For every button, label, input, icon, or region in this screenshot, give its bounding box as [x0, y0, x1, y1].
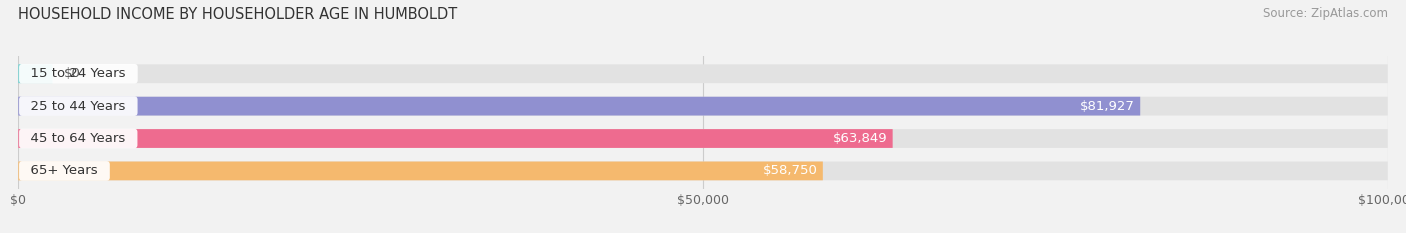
Text: Source: ZipAtlas.com: Source: ZipAtlas.com — [1263, 7, 1388, 20]
FancyBboxPatch shape — [18, 97, 1388, 116]
FancyBboxPatch shape — [18, 97, 1140, 116]
FancyBboxPatch shape — [18, 129, 893, 148]
FancyBboxPatch shape — [18, 64, 52, 83]
Text: HOUSEHOLD INCOME BY HOUSEHOLDER AGE IN HUMBOLDT: HOUSEHOLD INCOME BY HOUSEHOLDER AGE IN H… — [18, 7, 457, 22]
Text: 45 to 64 Years: 45 to 64 Years — [22, 132, 134, 145]
Text: $0: $0 — [63, 67, 80, 80]
Text: 65+ Years: 65+ Years — [22, 164, 107, 177]
FancyBboxPatch shape — [18, 161, 823, 180]
FancyBboxPatch shape — [18, 129, 1388, 148]
Text: 25 to 44 Years: 25 to 44 Years — [22, 100, 134, 113]
Text: $58,750: $58,750 — [762, 164, 817, 177]
Text: $81,927: $81,927 — [1080, 100, 1135, 113]
FancyBboxPatch shape — [18, 64, 1388, 83]
Text: $63,849: $63,849 — [832, 132, 887, 145]
Text: 15 to 24 Years: 15 to 24 Years — [22, 67, 135, 80]
FancyBboxPatch shape — [18, 161, 1388, 180]
